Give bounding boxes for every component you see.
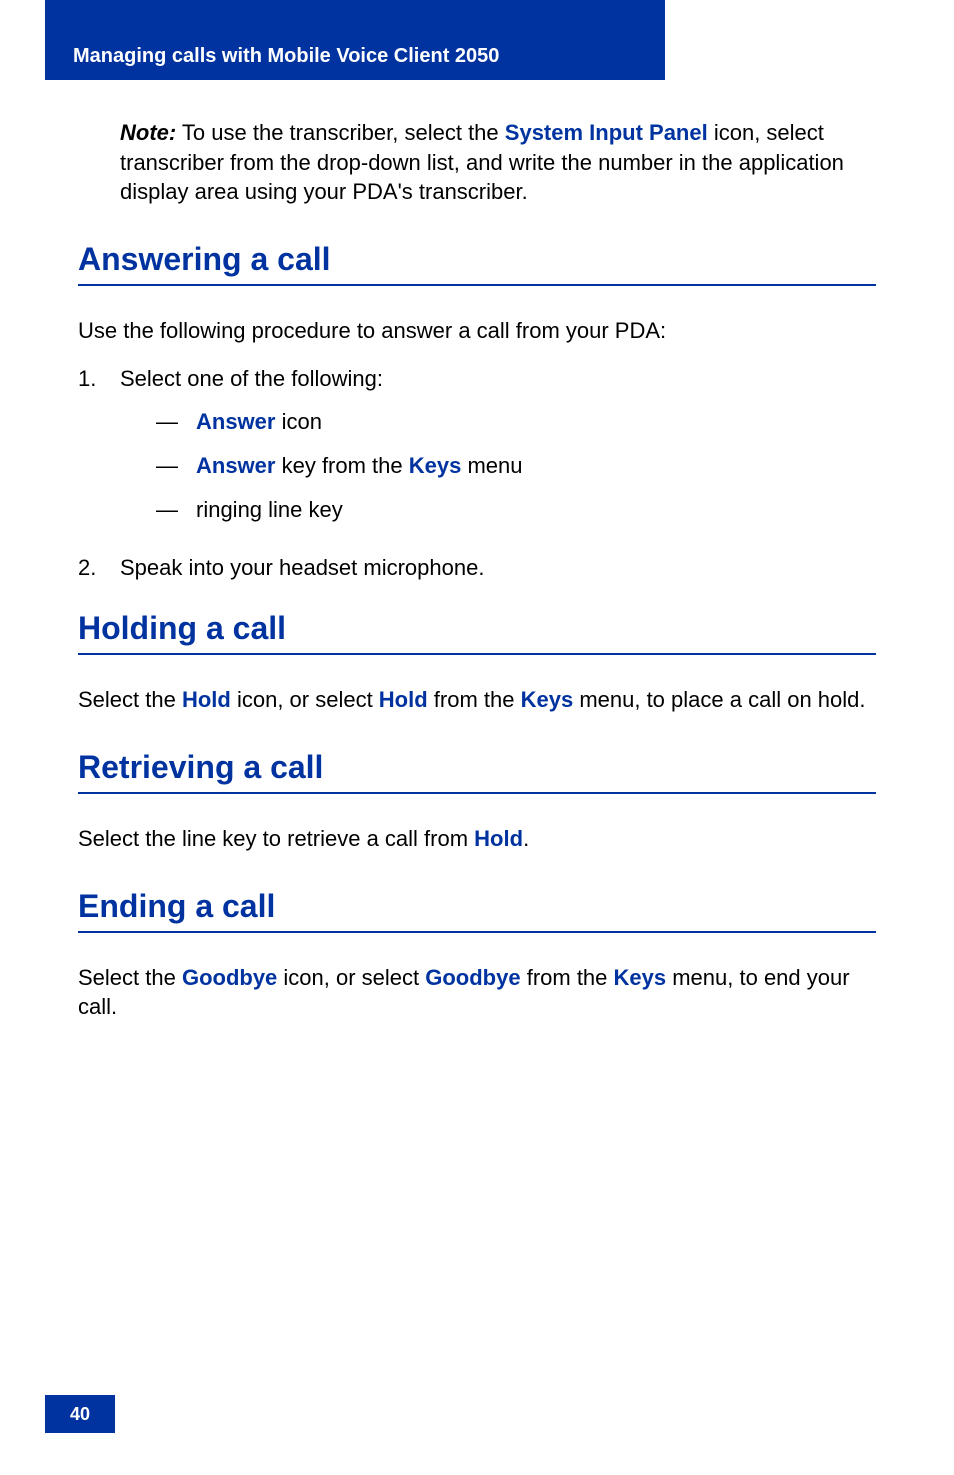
hold-menu-link[interactable]: Hold	[379, 687, 428, 712]
answer-icon-link[interactable]: Answer	[196, 409, 275, 434]
step-1-number: 1.	[78, 364, 120, 539]
answer-key-link[interactable]: Answer	[196, 453, 275, 478]
holding-mid1: icon, or select	[231, 687, 379, 712]
note-label: Note:	[120, 120, 176, 145]
sub-item-1-post: icon	[275, 409, 321, 434]
holding-body: Select the Hold icon, or select Hold fro…	[78, 685, 876, 715]
sub-item-3-text: ringing line key	[196, 495, 343, 525]
ending-pre: Select the	[78, 965, 182, 990]
goodbye-menu-link[interactable]: Goodbye	[425, 965, 520, 990]
sub-item-2-post: menu	[461, 453, 522, 478]
step-1: 1. Select one of the following: — Answer…	[78, 364, 876, 539]
answering-intro: Use the following procedure to answer a …	[78, 316, 876, 346]
ending-body: Select the Goodbye icon, or select Goodb…	[78, 963, 876, 1022]
header-title: Managing calls with Mobile Voice Client …	[73, 45, 499, 68]
goodbye-icon-link[interactable]: Goodbye	[182, 965, 277, 990]
answering-heading: Answering a call	[78, 241, 876, 286]
keys-menu-link-2[interactable]: Keys	[521, 687, 574, 712]
ending-mid2: from the	[521, 965, 614, 990]
keys-menu-link-3[interactable]: Keys	[614, 965, 667, 990]
holding-mid2: from the	[428, 687, 521, 712]
note-text-pre: To use the transcriber, select the	[176, 120, 505, 145]
keys-menu-link-1[interactable]: Keys	[409, 453, 462, 478]
retrieving-post: .	[523, 826, 529, 851]
retrieving-body: Select the line key to retrieve a call f…	[78, 824, 876, 854]
dash-icon: —	[156, 407, 196, 437]
ending-mid1: icon, or select	[277, 965, 425, 990]
page-number-bar: 40	[45, 1395, 115, 1433]
holding-heading: Holding a call	[78, 610, 876, 655]
sub-item-3: — ringing line key	[120, 495, 876, 525]
ending-heading: Ending a call	[78, 888, 876, 933]
step-2: 2. Speak into your headset microphone.	[78, 553, 876, 583]
dash-icon: —	[156, 495, 196, 525]
sub-item-1: — Answer icon	[120, 407, 876, 437]
sub-item-2: — Answer key from the Keys menu	[120, 451, 876, 481]
holding-post: menu, to place a call on hold.	[573, 687, 865, 712]
page-number: 40	[70, 1404, 90, 1425]
page-header: Managing calls with Mobile Voice Client …	[45, 0, 665, 80]
step-2-body: Speak into your headset microphone.	[120, 553, 876, 583]
sub-item-2-mid: key from the	[275, 453, 408, 478]
page-content: Note: To use the transcriber, select the…	[78, 118, 876, 1040]
system-input-panel-link[interactable]: System Input Panel	[505, 120, 708, 145]
sub-item-1-text: Answer icon	[196, 407, 322, 437]
note-paragraph: Note: To use the transcriber, select the…	[120, 118, 876, 207]
holding-pre: Select the	[78, 687, 182, 712]
hold-retrieve-link[interactable]: Hold	[474, 826, 523, 851]
step-1-body: Select one of the following: — Answer ic…	[120, 364, 876, 539]
sub-item-2-text: Answer key from the Keys menu	[196, 451, 523, 481]
answering-steps: 1. Select one of the following: — Answer…	[78, 364, 876, 582]
step-2-number: 2.	[78, 553, 120, 583]
retrieving-pre: Select the line key to retrieve a call f…	[78, 826, 474, 851]
step-2-text: Speak into your headset microphone.	[120, 555, 484, 580]
hold-icon-link[interactable]: Hold	[182, 687, 231, 712]
step-1-sublist: — Answer icon — Answer key from the Keys…	[120, 407, 876, 524]
dash-icon: —	[156, 451, 196, 481]
step-1-text: Select one of the following:	[120, 366, 383, 391]
retrieving-heading: Retrieving a call	[78, 749, 876, 794]
